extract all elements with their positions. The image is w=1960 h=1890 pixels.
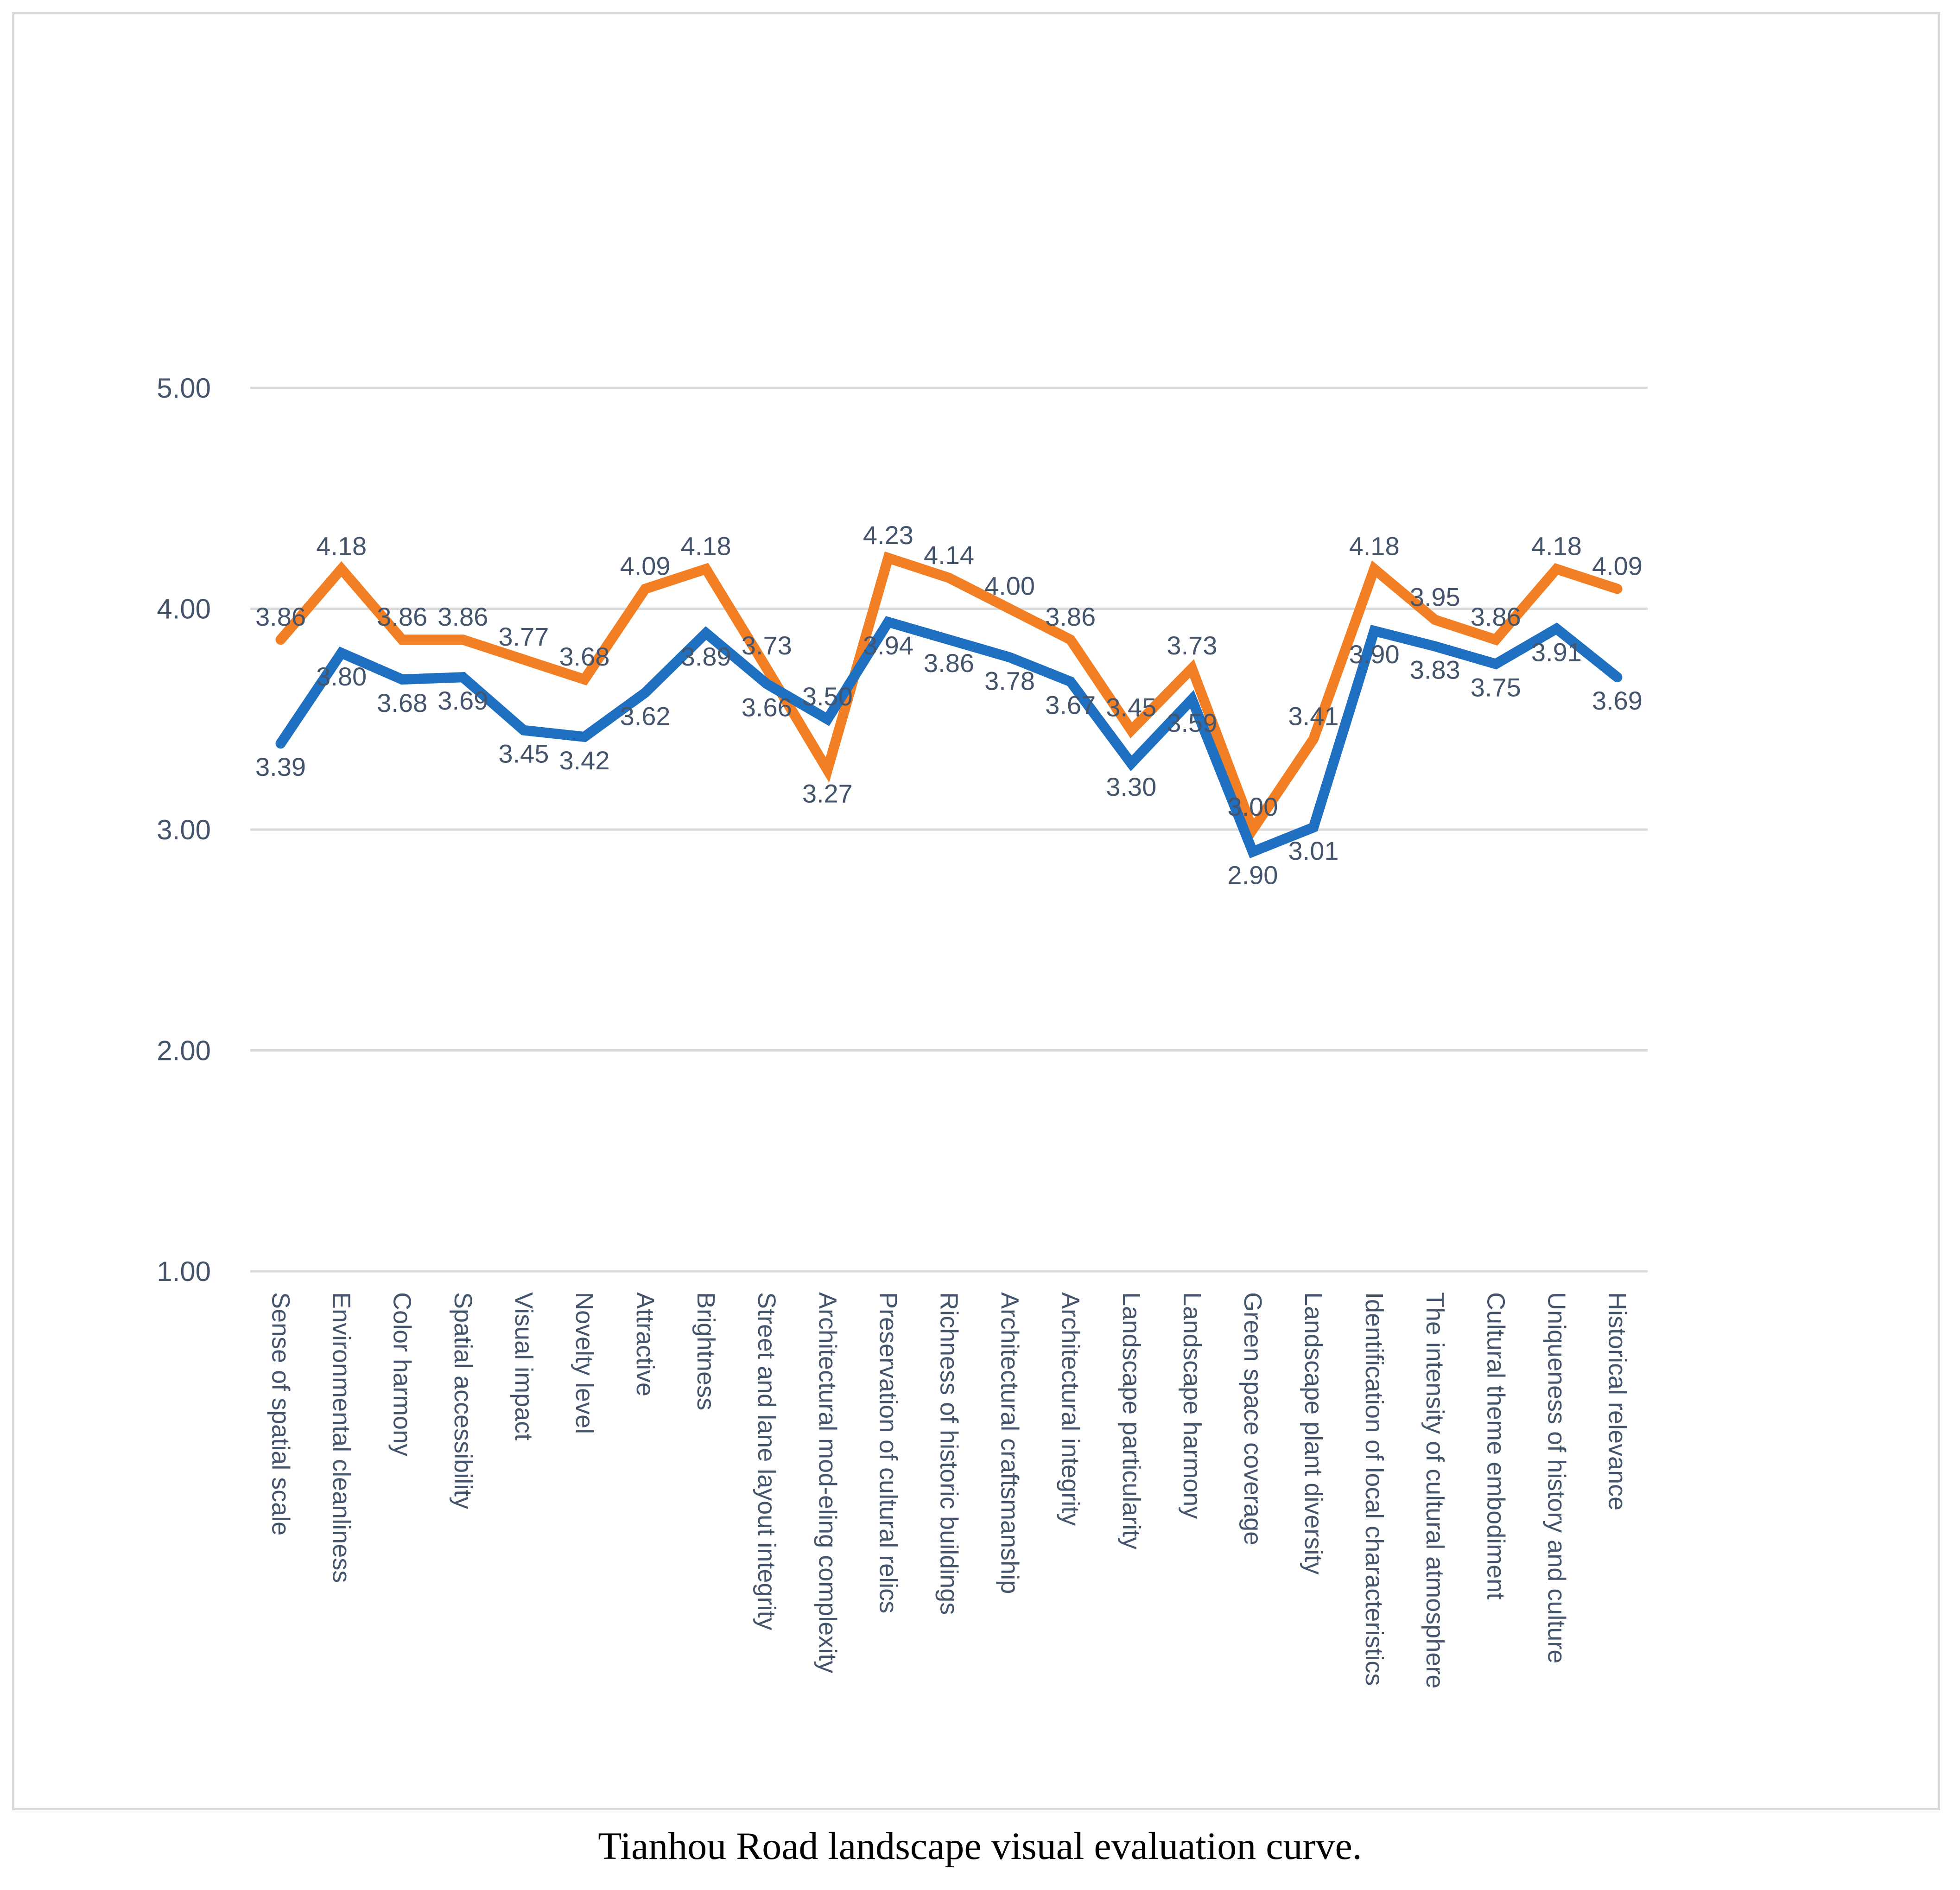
x-category-label: The intensity of cultural atmosphere (1421, 1292, 1449, 1688)
data-label: 3.83 (1410, 655, 1460, 685)
data-label: 4.00 (984, 571, 1035, 601)
data-label: 3.94 (863, 631, 913, 660)
x-category-label: Environmental cleanliness (328, 1292, 355, 1583)
x-category-label: Sense of spatial scale (267, 1292, 295, 1535)
data-label: 4.23 (863, 520, 913, 550)
data-label: 3.80 (316, 662, 367, 691)
x-category-label: Preservation of cultural relics (874, 1292, 902, 1613)
x-category-label: Architectural craftsmanship (996, 1292, 1024, 1594)
x-category-label: Architectural mod-eling complexity (813, 1292, 841, 1673)
data-label: 4.09 (1592, 552, 1643, 581)
data-label: 3.67 (1045, 691, 1096, 720)
data-label: 4.18 (1531, 532, 1582, 561)
x-category-label: Green space coverage (1239, 1292, 1267, 1545)
data-label: 4.14 (924, 540, 974, 570)
data-label: 3.86 (1471, 602, 1521, 631)
data-label: 4.18 (681, 532, 731, 561)
data-label: 3.27 (802, 779, 853, 808)
data-label: 3.86 (924, 648, 974, 678)
x-category-label: Landscape plant diversity (1300, 1292, 1327, 1574)
data-label: 3.45 (1106, 693, 1156, 722)
y-tick-label: 2.00 (157, 1035, 211, 1066)
data-label: 3.66 (742, 693, 792, 722)
x-category-label: Street and lane layout integrity (753, 1292, 780, 1630)
x-category-label: Historical relevance (1603, 1292, 1631, 1510)
data-label: 3.77 (498, 622, 549, 651)
x-category-label: Richness of historic buildings (935, 1292, 963, 1615)
data-label: 3.86 (1045, 602, 1096, 631)
x-category-label: Novelty level (571, 1292, 598, 1434)
data-label: 3.41 (1288, 702, 1339, 731)
data-label: 3.39 (255, 752, 306, 781)
data-label: 3.62 (620, 702, 671, 731)
x-category-label: Brightness (692, 1292, 720, 1410)
data-label: 3.90 (1349, 640, 1400, 669)
data-label: 3.59 (1167, 708, 1217, 737)
data-labels: 3.39 3.80 3.68 3.69 3.45 3.42 3.62 3.89 3.66 3.50… (255, 520, 1643, 890)
data-label: 3.30 (1106, 772, 1156, 801)
data-label: 3.50 (802, 682, 853, 711)
series-line-1 (275, 616, 1623, 859)
y-tick-label: 1.00 (157, 1256, 211, 1287)
data-label: 4.18 (316, 532, 367, 561)
data-label: 3.86 (377, 602, 427, 631)
data-label: 3.86 (255, 602, 306, 631)
y-tick-label: 4.00 (157, 594, 211, 625)
y-axis-ticks: 1.00 2.00 3.00 4.00 5.00 (157, 373, 211, 1287)
x-category-label: Attractive (631, 1292, 659, 1396)
line-chart: 1.00 2.00 3.00 4.00 5.00 Sense of spatial sc… (157, 373, 1648, 1688)
x-category-label: Landscape particularity (1117, 1292, 1145, 1549)
data-label: 3.69 (1592, 686, 1643, 715)
x-category-label: Landscape harmony (1178, 1292, 1206, 1519)
data-label: 3.01 (1288, 836, 1339, 865)
x-axis-category-labels: Sense of spatial scale Environmental clea… (267, 1292, 1631, 1688)
data-label: 3.86 (438, 602, 488, 631)
data-label: 4.18 (1349, 532, 1400, 561)
data-label: 3.89 (681, 642, 731, 671)
series-line-2 (275, 551, 1623, 841)
x-category-label: Color harmony (388, 1292, 416, 1456)
x-category-label: Spatial accessibility (449, 1292, 477, 1509)
data-label: 3.69 (438, 686, 488, 715)
series-lines (275, 551, 1623, 859)
data-label: 4.09 (620, 552, 671, 581)
x-category-label: Uniqueness of history and culture (1542, 1292, 1570, 1663)
data-label: 3.68 (377, 688, 427, 717)
data-label: 3.45 (498, 739, 549, 768)
y-tick-label: 5.00 (157, 373, 211, 404)
data-label: 3.75 (1471, 673, 1521, 702)
data-label: 3.00 (1227, 792, 1278, 821)
y-tick-label: 3.00 (157, 814, 211, 845)
x-category-label: Cultural theme embodiment (1482, 1292, 1510, 1599)
data-label: 3.91 (1531, 637, 1582, 666)
gridlines (250, 387, 1648, 1052)
data-label: 3.68 (559, 642, 609, 671)
x-category-label: Architectural integrity (1057, 1292, 1085, 1526)
chart-frame (12, 12, 1940, 1810)
figure-caption: Tianhou Road landscape visual evaluation… (598, 1825, 1362, 1868)
data-label: 2.90 (1227, 861, 1278, 890)
data-label: 3.78 (984, 666, 1035, 695)
data-label: 3.95 (1410, 582, 1460, 611)
data-label: 3.73 (742, 631, 792, 660)
x-category-label: Visual impact (510, 1292, 538, 1440)
x-category-label: Identification of local characteristics (1360, 1292, 1388, 1686)
data-label: 3.73 (1167, 631, 1217, 660)
data-label: 3.42 (559, 746, 609, 775)
